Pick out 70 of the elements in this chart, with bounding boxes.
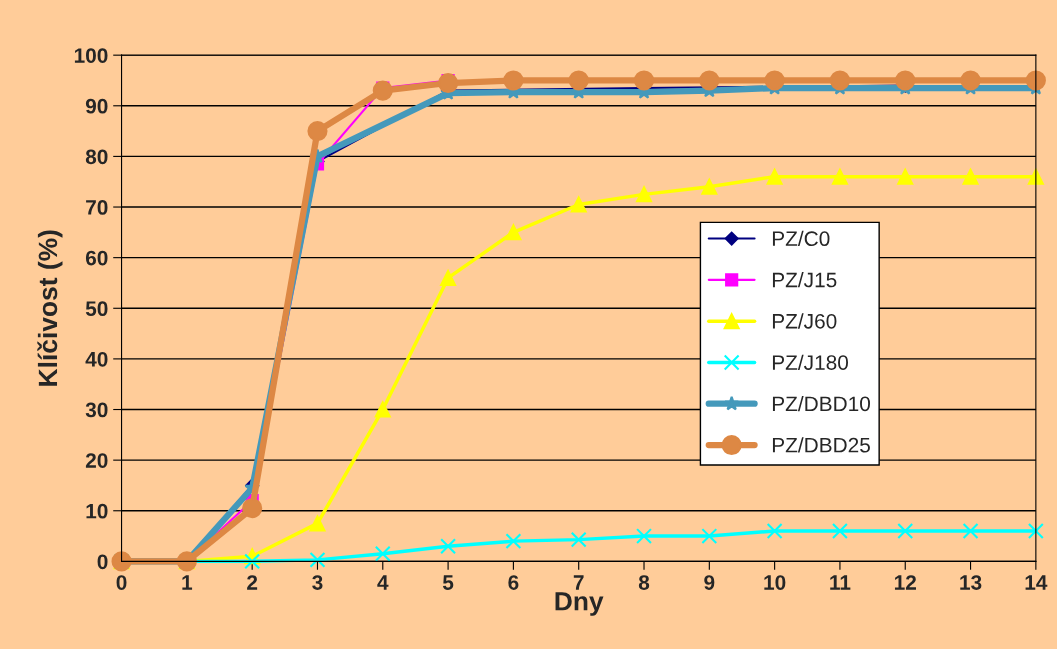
- y-tick-label: 20: [85, 453, 108, 468]
- legend-label: PZ/DBD25: [772, 437, 870, 453]
- x-tick-label: 12: [894, 575, 916, 590]
- point: [440, 269, 457, 286]
- x-tick-label: 2: [247, 575, 258, 590]
- point: [962, 168, 979, 185]
- point: [831, 523, 848, 539]
- point: [374, 545, 391, 562]
- legend-label: PZ/J15: [772, 272, 837, 288]
- point: [636, 186, 652, 203]
- point: [309, 551, 326, 568]
- point: [503, 70, 524, 91]
- point: [438, 72, 459, 94]
- point: [244, 553, 261, 570]
- point: [372, 80, 393, 101]
- point: [962, 523, 979, 539]
- legend-label: PZ/J60: [772, 313, 837, 329]
- y-tick-label: 0: [97, 554, 108, 570]
- point: [505, 533, 522, 550]
- x-tick-label: 10: [764, 575, 786, 590]
- x-tick-label: 4: [377, 575, 389, 590]
- point: [440, 538, 457, 555]
- point: [374, 401, 391, 418]
- point: [505, 224, 522, 241]
- x-tick-label: 6: [508, 575, 519, 590]
- x-tick-label: 7: [573, 575, 584, 590]
- y-tick-label: 90: [85, 98, 108, 114]
- y-tick-label: 30: [85, 402, 108, 418]
- point: [764, 70, 785, 91]
- point: [570, 196, 587, 213]
- y-tick-label: 100: [74, 48, 108, 63]
- y-tick-label: 50: [85, 301, 108, 317]
- x-axis-title: Dny: [555, 592, 604, 616]
- point: [831, 168, 848, 185]
- point: [960, 70, 981, 91]
- x-tick-label: 13: [960, 575, 982, 590]
- y-tick-label: 40: [85, 351, 108, 367]
- x-tick-label: 8: [638, 575, 650, 590]
- x-tick-label: 0: [116, 575, 127, 590]
- y-tick-label: 10: [86, 503, 108, 519]
- point: [701, 178, 718, 195]
- x-tick-label: 11: [830, 575, 851, 590]
- x-tick-label: 3: [312, 575, 323, 590]
- y-axis-title: Klíčivost (%): [37, 230, 63, 386]
- point: [1027, 523, 1044, 539]
- point: [636, 528, 652, 545]
- x-tick-label: 9: [704, 575, 715, 590]
- point: [570, 531, 587, 548]
- point: [568, 70, 589, 91]
- point: [895, 70, 916, 91]
- point: [701, 528, 718, 545]
- y-tick-label: 60: [85, 250, 108, 266]
- point: [829, 70, 851, 91]
- point: [307, 121, 328, 142]
- point: [633, 70, 655, 91]
- point: [309, 515, 326, 532]
- point: [766, 168, 783, 185]
- x-tick-label: 5: [442, 575, 454, 590]
- x-tick-label: 14: [1025, 575, 1048, 590]
- point: [897, 168, 914, 185]
- x-tick-label: 1: [182, 575, 193, 590]
- legend-label: PZ/J180: [772, 354, 849, 370]
- point: [766, 523, 783, 539]
- point: [242, 498, 263, 519]
- legend-label: PZ/DBD10: [772, 395, 871, 412]
- point: [699, 70, 720, 91]
- y-tick-label: 80: [85, 149, 108, 165]
- legend-label: PZ/C0: [772, 230, 830, 247]
- y-tick-label: 70: [86, 200, 108, 215]
- point: [897, 523, 914, 539]
